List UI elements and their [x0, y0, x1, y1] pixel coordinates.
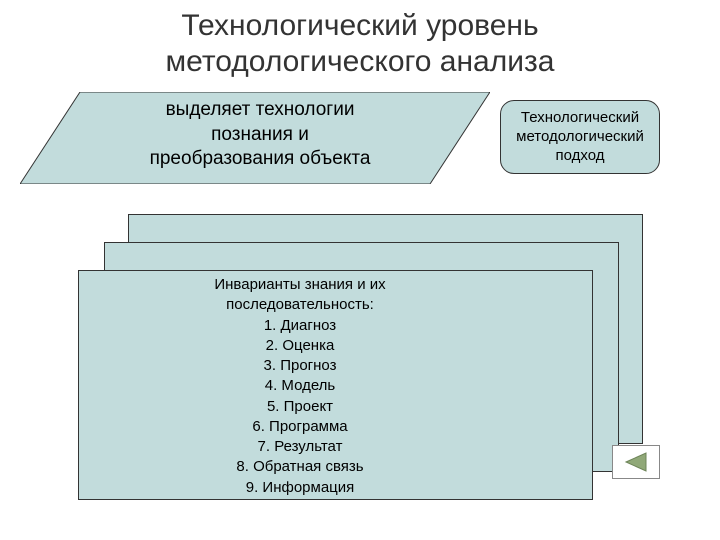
title-line2: методологического анализа [166, 45, 555, 78]
rounded-line1: Технологический [521, 109, 639, 126]
parallelogram-text: выделяет технологии познания и преобразо… [110, 98, 410, 172]
para-line3: преобразования объекта [150, 148, 371, 169]
list-heading2: последовательность: [226, 296, 374, 313]
title-line1: Технологический уровень [181, 9, 538, 42]
invariant-list: Инварианты знания и их последовательност… [150, 275, 450, 498]
rounded-line2: методологический [516, 128, 644, 145]
list-item-5: 5. Проект [267, 398, 333, 415]
list-item-9: 9. Информация [246, 479, 355, 496]
triangle-left-icon [624, 452, 648, 472]
list-item-7: 7. Результат [258, 438, 343, 455]
page-title: Технологический уровень методологическог… [0, 0, 720, 80]
para-line1: выделяет технологии [166, 99, 355, 120]
list-item-8: 8. Обратная связь [236, 458, 363, 475]
rounded-approach-box: Технологический методологический подход [500, 100, 660, 174]
parallelogram-block: выделяет технологии познания и преобразо… [20, 92, 490, 184]
para-line2: познания и [211, 124, 309, 145]
rounded-line3: подход [556, 147, 605, 164]
list-item-3: 3. Прогноз [264, 357, 337, 374]
list-item-6: 6. Программа [252, 418, 347, 435]
back-button[interactable] [612, 445, 660, 479]
list-heading1: Инварианты знания и их [214, 276, 385, 293]
list-item-2: 2. Оценка [266, 337, 335, 354]
list-item-4: 4. Модель [265, 377, 336, 394]
list-item-1: 1. Диагноз [264, 317, 336, 334]
